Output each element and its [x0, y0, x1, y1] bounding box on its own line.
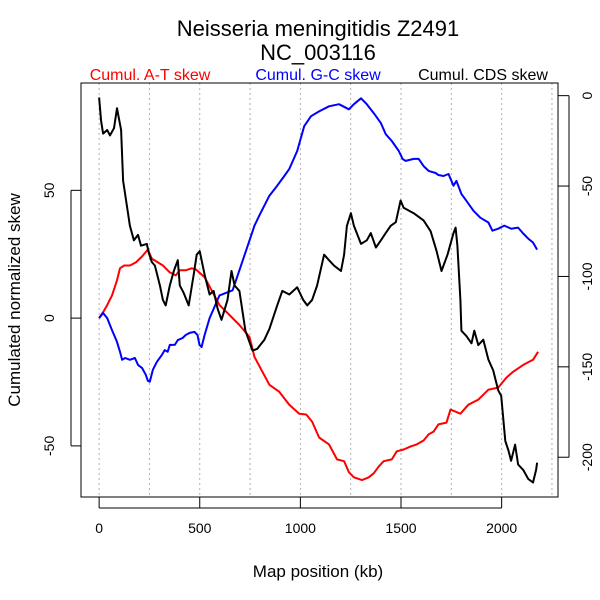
y-axis-label: Cumulated normalized skew: [5, 193, 24, 407]
plot-frame: [80, 82, 559, 498]
x-tick-label: 500: [188, 520, 212, 536]
chart-title: Neisseria meningitidis Z2491: [177, 16, 459, 41]
x-tick-label: 0: [95, 520, 103, 536]
vertical-grid: [98, 83, 553, 497]
chart-subtitle: NC_003116: [260, 40, 376, 65]
y2-tick-label: -50: [579, 176, 595, 196]
x-tick-label: 2000: [486, 520, 517, 536]
y-axis-right: 0 -50 -100 -150 -200: [558, 92, 595, 471]
legend-entry: Cumul. A-T skew: [90, 67, 211, 84]
y-axis-left: -50 0 50: [41, 182, 81, 456]
y-tick-label: 50: [41, 182, 57, 198]
series-cumul-cds-skew: [98, 97, 539, 484]
y2-tick-label: -150: [579, 353, 595, 381]
x-tick-label: 1000: [285, 520, 316, 536]
x-tick-label: 1500: [385, 520, 416, 536]
y2-tick-label: -200: [579, 443, 595, 471]
x-axis-label: Map position (kb): [253, 562, 383, 581]
series-layer: [98, 97, 539, 484]
legend: Cumul. A-T skew Cumul. G-C skew Cumul. CDS…: [90, 67, 549, 84]
y-tick-label: -50: [41, 436, 57, 456]
x-axis: 0 500 1000 1500 2000: [95, 497, 517, 536]
y-tick-label: 0: [41, 314, 57, 322]
series-cumul-g-c-skew: [98, 97, 538, 383]
y2-tick-label: -100: [579, 262, 595, 290]
legend-entry: Cumul. G-C skew: [255, 67, 381, 84]
legend-entry: Cumul. CDS skew: [418, 67, 548, 84]
y2-tick-label: 0: [579, 92, 595, 100]
